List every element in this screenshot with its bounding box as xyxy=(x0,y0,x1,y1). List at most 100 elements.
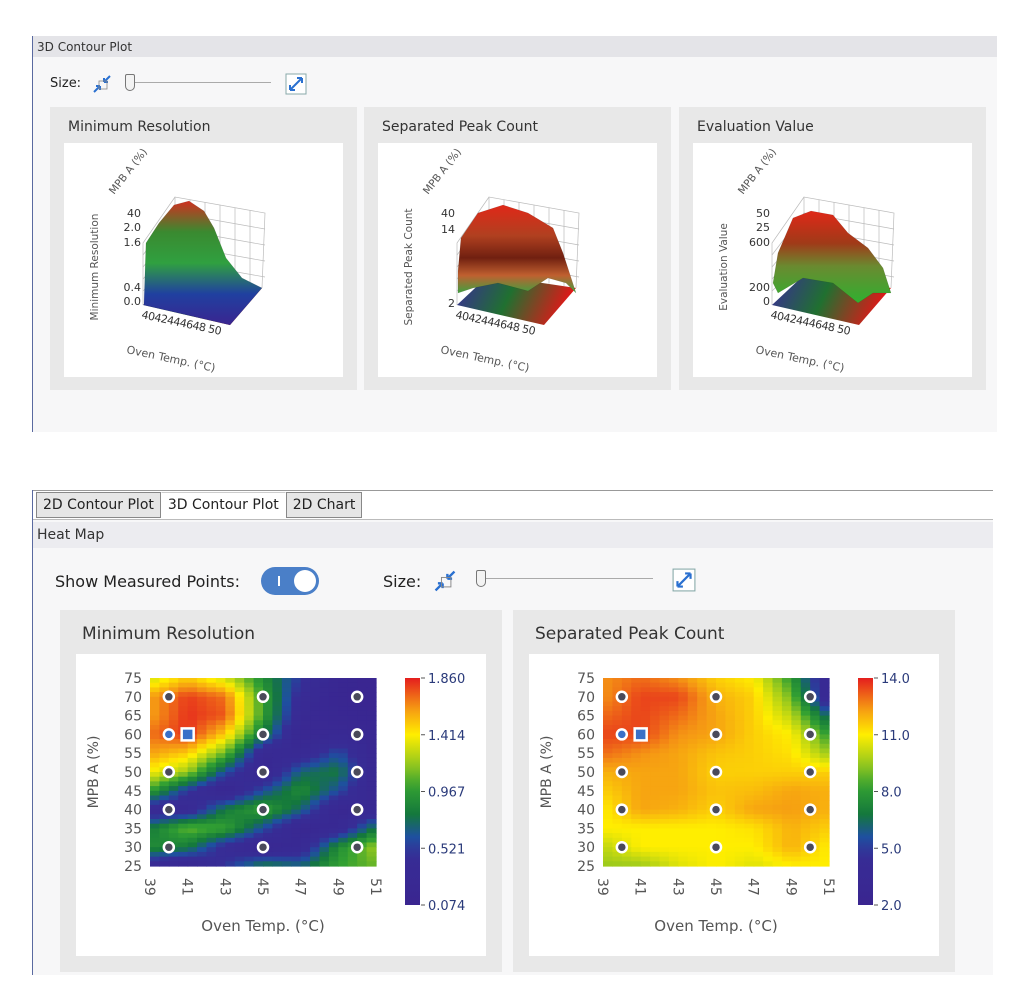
measured-point[interactable] xyxy=(803,690,817,704)
heat-cell xyxy=(800,715,811,721)
size-slider-thumb[interactable] xyxy=(476,570,486,587)
heat-cell xyxy=(272,720,283,726)
heat-cell xyxy=(159,790,170,797)
heat-cell xyxy=(159,851,170,858)
heat-cell xyxy=(753,772,764,778)
heat-cell xyxy=(791,720,802,726)
tab-2d-contour-plot[interactable]: 2D Contour Plot xyxy=(36,492,161,518)
measured-point[interactable] xyxy=(803,765,817,779)
measured-point[interactable] xyxy=(709,803,723,816)
heat-cell xyxy=(819,851,830,858)
measured-point[interactable] xyxy=(350,803,364,816)
heat-cell xyxy=(650,725,661,731)
measured-point[interactable] xyxy=(615,765,629,779)
tab-2d-chart[interactable]: 2D Chart xyxy=(285,492,363,518)
measured-point[interactable] xyxy=(615,840,629,854)
tab-3d-contour-plot[interactable]: 3D Contour Plot xyxy=(160,492,286,518)
measured-point[interactable] xyxy=(256,803,270,816)
measured-point[interactable] xyxy=(615,690,629,704)
measured-point[interactable] xyxy=(350,728,364,741)
plot-3d[interactable]: Minimum Resolution MPB A (%) 40 2.0 1.6 0.4 0.… xyxy=(64,143,343,377)
optimum-point-marker[interactable] xyxy=(180,727,195,742)
y-tick-label: 40 xyxy=(124,803,142,819)
measured-point[interactable] xyxy=(256,728,270,741)
heat-cell xyxy=(800,687,811,693)
heat-cell xyxy=(253,678,264,684)
heat-cell xyxy=(197,725,208,731)
heat-cell xyxy=(244,701,255,707)
heat-cell xyxy=(234,687,245,693)
heat-cell xyxy=(781,856,792,862)
panel-border xyxy=(32,36,33,432)
measured-point[interactable] xyxy=(709,690,723,704)
heat-cell xyxy=(640,682,651,688)
expand-icon[interactable] xyxy=(285,73,307,95)
size-slider[interactable] xyxy=(478,578,653,579)
measured-point[interactable] xyxy=(709,840,723,854)
heat-cell xyxy=(659,851,670,858)
shrink-icon[interactable] xyxy=(91,73,113,95)
measured-point[interactable] xyxy=(350,840,364,854)
heat-map-plot[interactable]: 75 70 65 60 55 50 45 40 35 30 25 39 41 43 45 47 49 51 MPB … xyxy=(529,654,939,956)
heat-cell xyxy=(744,743,755,750)
heat-cell xyxy=(215,739,226,745)
measured-point[interactable] xyxy=(256,765,270,779)
measured-point[interactable] xyxy=(256,690,270,704)
measured-point[interactable] xyxy=(162,690,176,704)
heat-cell xyxy=(291,743,302,750)
heat-cell xyxy=(772,748,783,754)
y-tick-label: 75 xyxy=(124,671,142,687)
selected-measured-point[interactable] xyxy=(162,728,176,741)
size-slider[interactable] xyxy=(125,82,271,83)
size-slider-thumb[interactable] xyxy=(125,74,135,91)
measured-point[interactable] xyxy=(709,765,723,779)
optimum-point-marker[interactable] xyxy=(633,727,648,742)
measured-point[interactable] xyxy=(803,728,817,741)
heat-cell xyxy=(791,804,802,811)
plot-3d[interactable]: Separated Peak Count MPB A (%) 40 14 2 404244… xyxy=(378,143,657,377)
selected-measured-point[interactable] xyxy=(615,728,629,741)
heat-cell xyxy=(640,762,651,768)
heat-cell xyxy=(763,772,774,778)
measured-point[interactable] xyxy=(162,840,176,854)
shrink-icon[interactable] xyxy=(432,568,458,594)
heat-cell xyxy=(659,786,670,792)
measured-point[interactable] xyxy=(256,840,270,854)
measured-point[interactable] xyxy=(350,765,364,779)
heat-cell xyxy=(734,767,745,773)
heat-cell xyxy=(631,678,642,684)
expand-icon[interactable] xyxy=(672,568,696,592)
heat-cell xyxy=(234,842,245,848)
heat-cell xyxy=(659,692,670,698)
heat-cell xyxy=(178,720,189,726)
measured-point[interactable] xyxy=(803,840,817,854)
show-measured-points-toggle[interactable] xyxy=(261,567,319,595)
heat-cell xyxy=(300,678,311,684)
measured-point[interactable] xyxy=(803,803,817,816)
y-tick-label: 35 xyxy=(124,821,142,837)
measured-point[interactable] xyxy=(709,728,723,741)
heat-cell xyxy=(244,725,255,731)
heat-cell xyxy=(281,678,292,684)
measured-point[interactable] xyxy=(615,803,629,816)
heat-cell xyxy=(272,776,283,782)
heat-cell xyxy=(225,828,236,834)
heat-cell xyxy=(668,861,679,867)
heat-cell xyxy=(810,725,821,731)
heat-map-plot[interactable]: 75 70 65 60 55 50 45 40 35 30 25 39 41 43 45 47 49 51 MPB … xyxy=(76,654,486,956)
heat-cell xyxy=(150,861,161,867)
heat-cell xyxy=(215,837,226,844)
heat-cell xyxy=(366,819,377,825)
plot-3d[interactable]: Evaluation Value MPB A (%) 50 25 600 200 0 4042… xyxy=(693,143,972,377)
tab-strip-line xyxy=(32,490,993,491)
measured-point[interactable] xyxy=(162,765,176,779)
measured-point[interactable] xyxy=(162,803,176,816)
heat-cell xyxy=(810,701,821,707)
heat-cell xyxy=(206,809,217,815)
measured-point[interactable] xyxy=(350,690,364,704)
